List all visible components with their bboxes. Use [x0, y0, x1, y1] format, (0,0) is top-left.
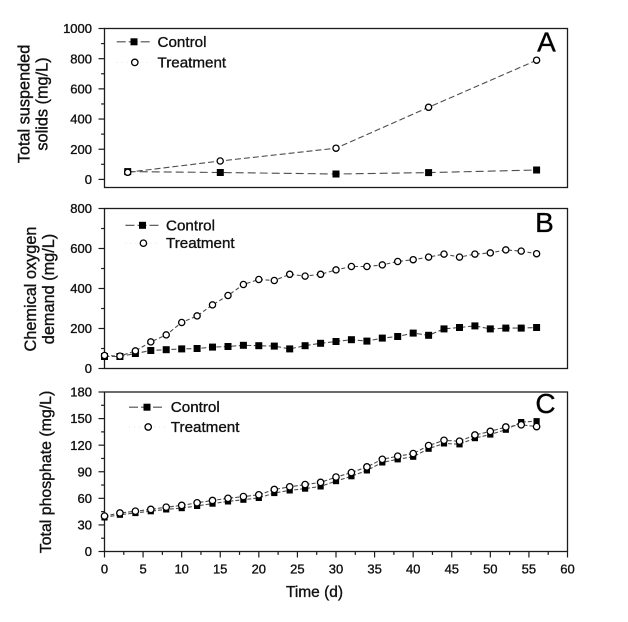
- svg-text:0: 0: [85, 544, 92, 559]
- svg-text:demand (mg/L): demand (mg/L): [40, 234, 58, 344]
- svg-text:40: 40: [406, 562, 420, 577]
- svg-text:800: 800: [70, 51, 92, 66]
- svg-text:400: 400: [70, 112, 92, 127]
- svg-text:35: 35: [367, 562, 381, 577]
- svg-text:Treatment: Treatment: [158, 54, 227, 71]
- svg-text:solids (mg/L): solids (mg/L): [34, 57, 52, 150]
- svg-text:Control: Control: [158, 34, 207, 51]
- svg-text:Treatment: Treatment: [171, 419, 240, 436]
- svg-text:Total suspended: Total suspended: [16, 45, 34, 164]
- svg-text:25: 25: [290, 562, 304, 577]
- svg-text:1000: 1000: [63, 21, 92, 36]
- svg-text:600: 600: [70, 241, 92, 256]
- svg-text:Control: Control: [166, 217, 215, 234]
- svg-text:55: 55: [522, 562, 536, 577]
- svg-text:Chemical oxygen: Chemical oxygen: [22, 227, 40, 352]
- svg-text:600: 600: [70, 82, 92, 97]
- svg-text:C: C: [535, 388, 555, 419]
- svg-text:A: A: [537, 27, 556, 58]
- svg-text:0: 0: [85, 172, 92, 187]
- svg-text:60: 60: [78, 491, 92, 506]
- svg-text:150: 150: [70, 411, 92, 426]
- svg-text:800: 800: [70, 201, 92, 216]
- svg-text:50: 50: [483, 562, 497, 577]
- svg-text:30: 30: [329, 562, 343, 577]
- svg-text:0: 0: [101, 562, 108, 577]
- svg-text:200: 200: [70, 321, 92, 336]
- svg-text:Control: Control: [171, 399, 220, 416]
- svg-text:200: 200: [70, 142, 92, 157]
- svg-text:B: B: [535, 207, 554, 238]
- svg-text:400: 400: [70, 281, 92, 296]
- svg-text:Time (d): Time (d): [286, 584, 343, 601]
- svg-text:60: 60: [560, 562, 574, 577]
- svg-text:30: 30: [78, 518, 92, 533]
- svg-text:0: 0: [85, 361, 92, 376]
- svg-text:15: 15: [213, 562, 227, 577]
- svg-text:120: 120: [70, 438, 92, 453]
- svg-text:Total phosphate (mg/L): Total phosphate (mg/L): [38, 391, 55, 554]
- svg-text:10: 10: [174, 562, 188, 577]
- svg-text:90: 90: [78, 464, 92, 479]
- svg-text:20: 20: [252, 562, 266, 577]
- svg-text:5: 5: [139, 562, 146, 577]
- svg-text:Treatment: Treatment: [166, 235, 235, 252]
- svg-text:180: 180: [70, 385, 92, 400]
- svg-text:45: 45: [445, 562, 459, 577]
